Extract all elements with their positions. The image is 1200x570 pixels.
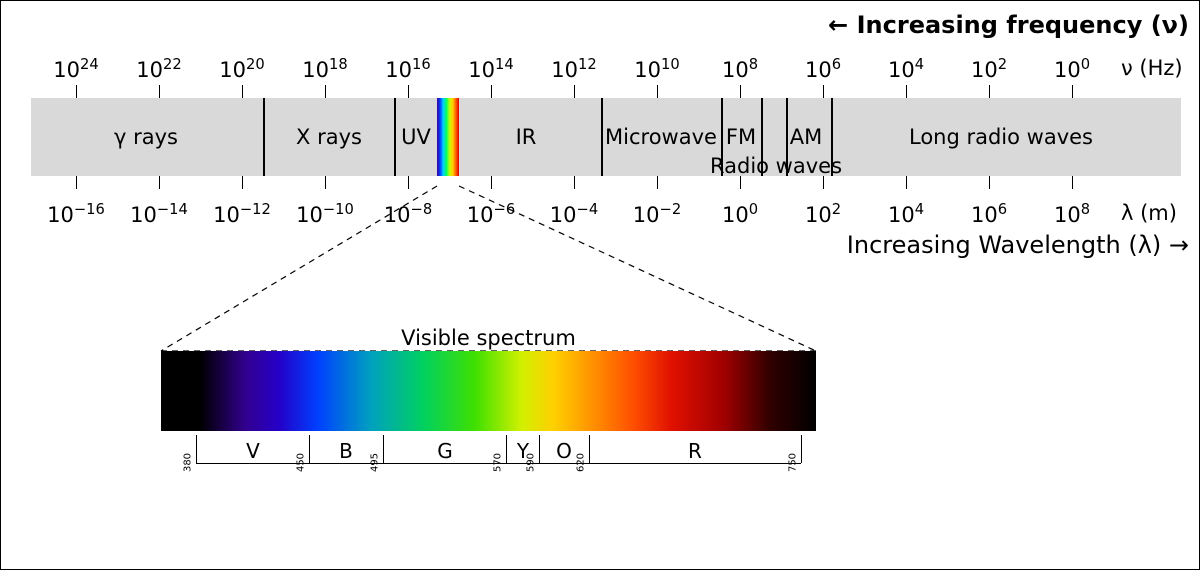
visible-nm-label: 495	[370, 453, 381, 472]
visible-band-letter: O	[556, 439, 572, 463]
visible-tick	[383, 435, 384, 463]
visible-band-letter: G	[437, 439, 453, 463]
zoom-guides	[1, 1, 1200, 570]
visible-band-letter: Y	[517, 439, 529, 463]
visible-band-letter: V	[246, 439, 260, 463]
visible-band-letter: R	[688, 439, 702, 463]
visible-tick	[539, 435, 540, 463]
visible-nm-label: 380	[183, 453, 194, 472]
visible-nm-label: 750	[788, 453, 799, 472]
visible-tick	[589, 435, 590, 463]
visible-nm-label: 620	[576, 453, 587, 472]
visible-band-letter: B	[339, 439, 353, 463]
visible-tick	[309, 435, 310, 463]
visible-tick	[506, 435, 507, 463]
visible-spectrum-title: Visible spectrum	[401, 326, 576, 350]
em-spectrum-diagram: ← Increasing frequency (ν) 1024102210201…	[0, 0, 1200, 570]
visible-tick	[801, 435, 802, 463]
visible-spectrum-bar	[161, 351, 816, 431]
visible-nm-label: 450	[296, 453, 307, 472]
visible-tick	[196, 435, 197, 463]
visible-nm-label: 570	[493, 453, 504, 472]
